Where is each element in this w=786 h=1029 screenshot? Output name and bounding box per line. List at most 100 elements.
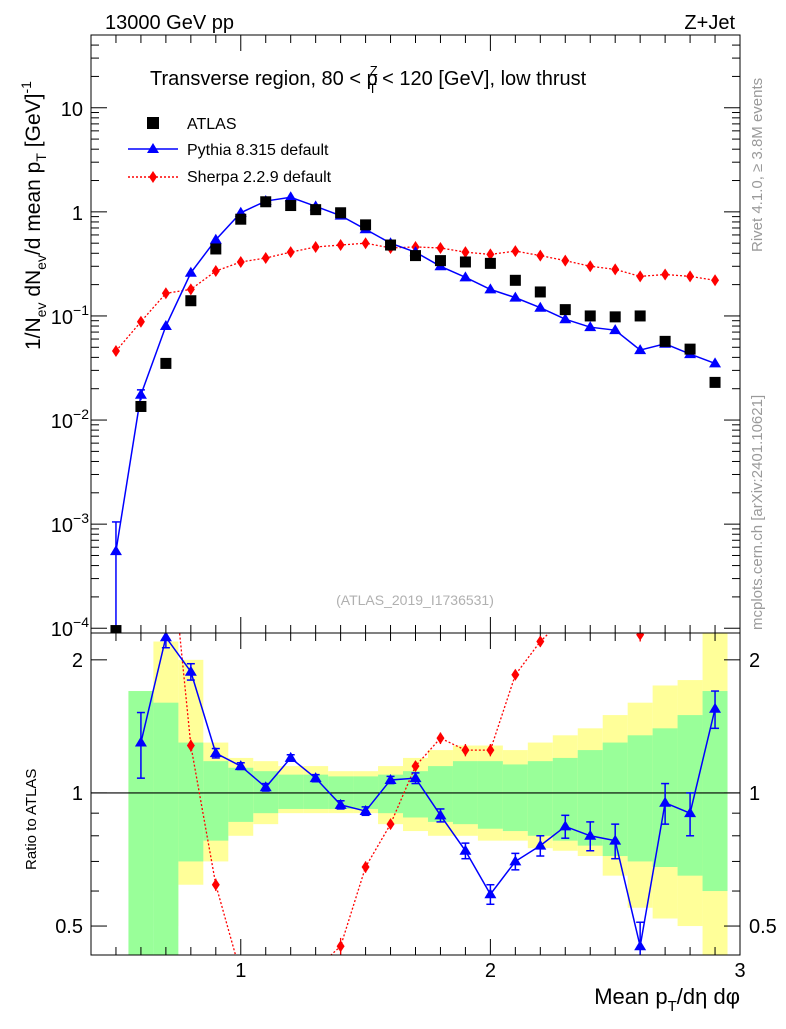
- ratio-y-tick-label-left: 1: [72, 783, 83, 805]
- green-band-bin: [178, 742, 204, 862]
- atlas-point: [360, 219, 372, 231]
- sherpa-point: [136, 315, 145, 328]
- pythia-point: [634, 344, 647, 355]
- atlas-point: [434, 255, 446, 267]
- sherpa-point: [586, 260, 595, 273]
- ratio-sherpa-point: [511, 668, 520, 681]
- pythia-point: [284, 191, 297, 202]
- ratio-pythia-point: [509, 855, 522, 866]
- green-band-bin: [527, 761, 553, 836]
- ratio-pythia-point: [259, 781, 272, 792]
- y-tick-label: 10−1: [51, 302, 89, 329]
- ratio-sherpa-point: [461, 744, 470, 757]
- atlas-point: [160, 357, 172, 369]
- x-tick-label: 2: [485, 960, 496, 982]
- ratio-panel: 0.5 0.5 1 1 2 2 1 2 3 Ratio to ATLAS Mean pT/dη …: [23, 632, 777, 1015]
- ratio-sherpa-line-left: [178, 633, 237, 955]
- pythia-point: [484, 283, 497, 294]
- sherpa-point: [286, 246, 295, 259]
- ratio-pythia-point: [309, 772, 322, 783]
- ratio-pythia-point: [584, 829, 597, 840]
- pythia-point: [534, 301, 547, 312]
- ratio-y-axis-label: Ratio to ATLAS: [23, 769, 40, 870]
- ratio-plot-frame: [90, 632, 741, 956]
- atlas-point: [185, 295, 197, 307]
- x-tick-label: 1: [235, 960, 246, 982]
- main-panel: 10−4 10−3 10−2 10−1 1 10 Transverse region, 8…: [18, 34, 741, 641]
- ratio-pythia-point: [609, 834, 622, 845]
- x-axis-label: Mean pT/dη dφ: [594, 984, 740, 1015]
- legend-sherpa-marker: [149, 171, 157, 183]
- ratio-pythia-point: [184, 665, 197, 676]
- atlas-point: [534, 286, 546, 298]
- ratio-sherpa-point: [186, 739, 195, 752]
- green-band-bin: [203, 761, 229, 841]
- legend-pythia-label: Pythia 8.315 default: [187, 142, 329, 159]
- ratio-y-tick-label-right: 0.5: [749, 916, 777, 938]
- atlas-point: [459, 256, 471, 268]
- ratio-pythia-point: [234, 760, 247, 771]
- ratio-sherpa-point: [386, 818, 395, 831]
- legend-atlas-marker: [147, 117, 159, 129]
- sherpa-point: [711, 274, 720, 287]
- ratio-pythia-point: [384, 773, 397, 784]
- ratio-y-tick-label-left: 0.5: [55, 916, 83, 938]
- ratio-y-tick-label-left: 2: [72, 650, 83, 672]
- sherpa-point: [161, 287, 170, 300]
- ratio-pythia-point: [284, 751, 297, 762]
- sherpa-point: [636, 270, 645, 283]
- atlas-point: [709, 376, 721, 388]
- sherpa-point: [686, 270, 695, 283]
- sherpa-point: [611, 263, 620, 276]
- sherpa-point: [361, 237, 370, 250]
- pythia-point: [109, 545, 122, 556]
- main-series: [109, 191, 722, 633]
- sherpa-point: [111, 345, 120, 358]
- ratio-pythia-point: [684, 807, 697, 818]
- ratio-sherpa-point: [361, 860, 370, 873]
- ratio-sherpa-point: [636, 633, 645, 641]
- main-y-axis-label: 1/Nev dNev/d mean pT [GeV]-1: [18, 81, 49, 350]
- atlas-point: [135, 400, 147, 412]
- pythia-point: [184, 266, 197, 277]
- green-band-bin: [627, 735, 653, 862]
- atlas-point: [410, 250, 421, 262]
- sherpa-point: [186, 283, 195, 296]
- ratio-sherpa-point: [336, 940, 345, 953]
- sherpa-point: [661, 268, 670, 281]
- legend-pythia-marker: [147, 143, 159, 153]
- ratio-pythia-line: [140, 635, 716, 947]
- ratio-pythia-point: [159, 633, 172, 642]
- atlas-point: [110, 625, 122, 633]
- atlas-point: [659, 335, 671, 347]
- atlas-point: [285, 200, 297, 212]
- atlas-point: [235, 213, 247, 225]
- atlas-point: [634, 310, 646, 322]
- ratio-pythia-point: [534, 839, 547, 850]
- analysis-watermark: (ATLAS_2019_I1736531): [336, 592, 494, 608]
- sherpa-point: [261, 252, 270, 265]
- ratio-pythia-point: [209, 747, 222, 758]
- green-band-bin: [153, 702, 179, 955]
- ratio-pythia-point: [434, 809, 447, 820]
- sherpa-point: [436, 241, 445, 254]
- pythia-point: [159, 320, 172, 331]
- atlas-point: [484, 257, 496, 269]
- ratio-sherpa-point: [486, 744, 495, 757]
- green-band-bin: [502, 764, 528, 832]
- atlas-point: [310, 204, 322, 216]
- ratio-y-tick-label-right: 1: [749, 783, 760, 805]
- atlas-point: [385, 239, 397, 251]
- sherpa-point: [511, 245, 520, 258]
- ratio-tick-labels: 0.5 0.5 1 1 2 2 1 2 3: [55, 650, 777, 982]
- ratio-pythia-point: [359, 805, 372, 816]
- sherpa-point: [461, 246, 470, 259]
- ratio-pythia-point: [409, 772, 422, 783]
- atlas-point: [210, 243, 222, 255]
- pythia-point: [609, 324, 622, 335]
- ratio-pythia-point: [634, 940, 647, 951]
- atlas-point: [684, 343, 696, 355]
- ratio-pythia-point: [134, 736, 147, 747]
- ratio-pythia-point: [459, 844, 472, 855]
- ratio-sherpa-point: [436, 732, 445, 745]
